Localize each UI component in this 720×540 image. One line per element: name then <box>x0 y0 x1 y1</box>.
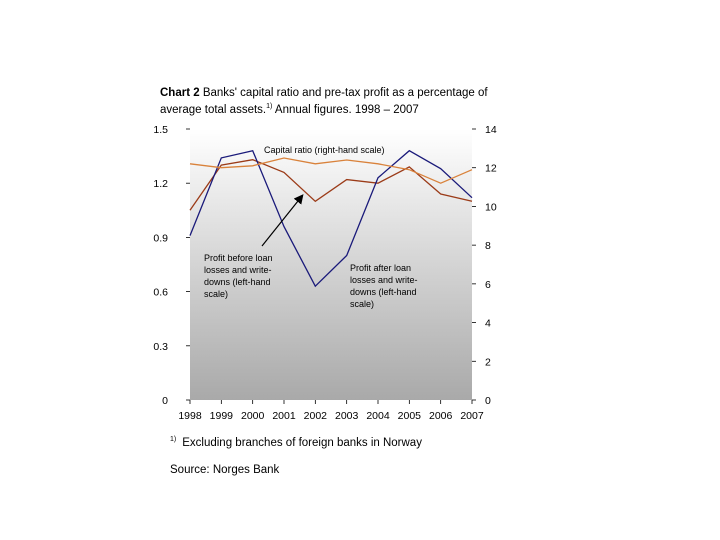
x-tick-label: 1999 <box>210 410 234 422</box>
annotation-after: Profit after loan losses and write-downs … <box>350 263 418 309</box>
series-line-2 <box>189 149 473 288</box>
series-line-1 <box>189 159 473 211</box>
annotation-line: losses and write- <box>350 275 418 285</box>
right-tick-label: 6 <box>485 279 491 291</box>
footnote-text: Excluding branches of foreign banks in N… <box>182 436 422 449</box>
before-arrow <box>261 194 304 247</box>
x-tick-label: 2002 <box>304 410 328 422</box>
footnote: 1) Excluding branches of foreign banks in… <box>170 436 422 449</box>
left-tick-label: 1.2 <box>153 178 168 190</box>
annotation-before: Profit before loan losses and write-downs… <box>204 253 273 299</box>
series-line-3 <box>189 157 473 184</box>
annotation-line: downs (left-hand <box>350 287 417 297</box>
right-tick-label: 0 <box>485 395 491 407</box>
left-tick-label: 1.5 <box>153 124 168 136</box>
left-tick-label: 0.6 <box>153 287 168 299</box>
annotation-line: downs (left-hand <box>204 277 271 287</box>
left-tick-label: 0.9 <box>153 232 168 244</box>
annotation-line: scale) <box>350 299 374 309</box>
x-tick-label: 2003 <box>335 410 359 422</box>
chart-number: Chart 2 <box>160 87 200 99</box>
title-note-mark: 1) <box>266 103 273 110</box>
annotation-line: scale) <box>204 289 228 299</box>
right-tick-label: 4 <box>485 318 491 330</box>
x-tick-label: 1998 <box>178 410 202 422</box>
footnote-mark: 1) <box>170 436 177 443</box>
source-note: Source: Norges Bank <box>170 464 280 476</box>
chart-title-text: Banks' capital ratio and pre-tax profit … <box>160 87 488 116</box>
right-tick-label: 14 <box>485 124 497 136</box>
annotation-line: Profit after loan <box>350 263 411 273</box>
right-tick-label: 8 <box>485 240 491 252</box>
plot-area <box>190 129 472 400</box>
right-tick-label: 12 <box>485 163 497 175</box>
chart-title-tail: Annual figures. 1998 – 2007 <box>272 103 419 116</box>
right-tick-label: 2 <box>485 356 491 368</box>
left-tick-label: 0.3 <box>153 341 168 353</box>
annotation-capital: Capital ratio (right-hand scale) <box>264 145 385 155</box>
x-tick-label: 2006 <box>429 410 453 422</box>
annotation-line: Profit before loan <box>204 253 273 263</box>
x-tick-label: 2001 <box>272 410 296 422</box>
left-tick-label: 0 <box>162 395 168 407</box>
x-tick-label: 2004 <box>366 410 390 422</box>
x-tick-label: 2000 <box>241 410 265 422</box>
x-tick-label: 2007 <box>460 410 484 422</box>
x-tick-label: 2005 <box>398 410 422 422</box>
annotation-line: Capital ratio (right-hand scale) <box>264 145 385 155</box>
right-tick-label: 10 <box>485 201 497 213</box>
annotation-line: losses and write- <box>204 265 272 275</box>
chart-title: Chart 2 Banks' capital ratio and pre-tax… <box>160 86 510 117</box>
